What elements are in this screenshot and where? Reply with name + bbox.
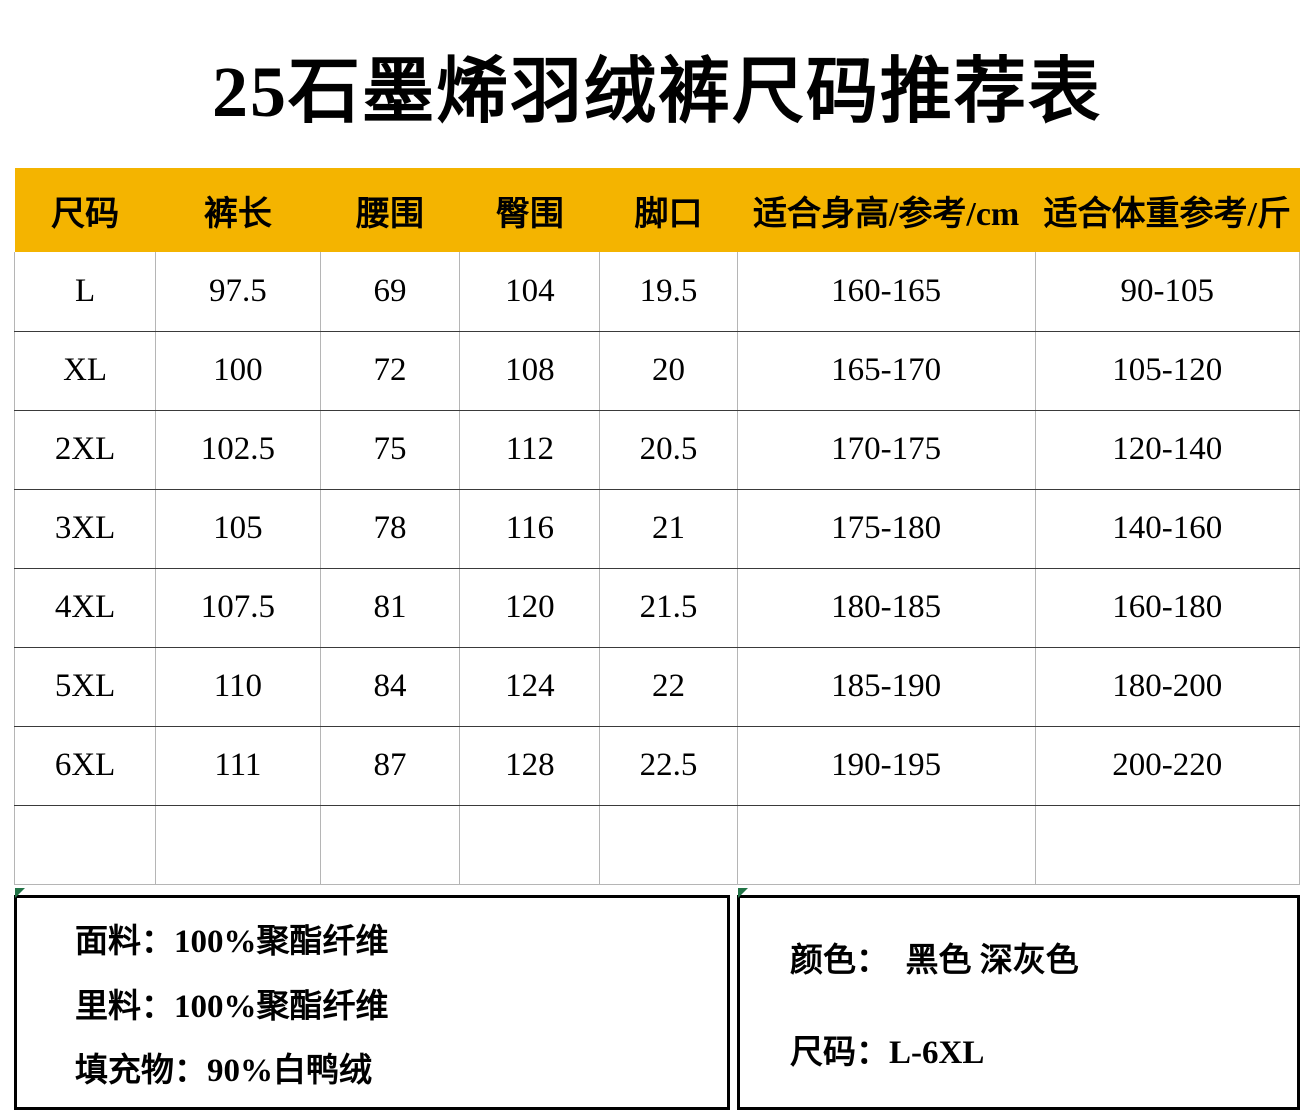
table-row: 3XL 105 78 116 21 175-180 140-160 xyxy=(13,489,1301,569)
table-cell: 78 xyxy=(319,489,460,569)
table-cell: XL xyxy=(13,331,156,411)
table-cell: 3XL xyxy=(13,489,156,569)
table-cell: 120 xyxy=(459,568,600,648)
table-cell: 111 xyxy=(155,726,321,806)
table-cell: 190-195 xyxy=(736,726,1036,806)
header-cell-hip: 臀围 xyxy=(459,168,600,252)
header-cell-waist: 腰围 xyxy=(320,168,460,252)
table-cell: 185-190 xyxy=(736,647,1036,727)
table-cell: 108 xyxy=(459,331,600,411)
header-cell-size: 尺码 xyxy=(14,168,156,252)
table-cell: 128 xyxy=(459,726,600,806)
size-table-body: L 97.5 69 104 19.5 160-165 90-105 XL 100 72 108 20 1… xyxy=(13,252,1301,885)
table-cell xyxy=(13,805,156,885)
header-cell-cuff: 脚口 xyxy=(599,168,738,252)
table-cell: 200-220 xyxy=(1034,726,1301,806)
table-row: 5XL 110 84 124 22 185-190 180-200 xyxy=(13,647,1301,727)
table-cell: 90-105 xyxy=(1034,252,1301,332)
table-row: 6XL 111 87 128 22.5 190-195 200-220 xyxy=(13,726,1301,806)
table-cell: 107.5 xyxy=(155,568,321,648)
materials-box: 面料：100%聚酯纤维 里料：100%聚酯纤维 填充物：90%白鸭绒 xyxy=(14,895,730,1110)
lining-line: 里料：100%聚酯纤维 xyxy=(75,988,389,1025)
table-row xyxy=(13,805,1301,885)
size-range-line: 尺码：L-6XL xyxy=(790,1034,985,1071)
table-cell: 22.5 xyxy=(599,726,738,806)
table-cell: 21.5 xyxy=(599,568,738,648)
table-cell: 124 xyxy=(459,647,600,727)
table-row: 2XL 102.5 75 112 20.5 170-175 120-140 xyxy=(13,410,1301,490)
table-cell: 20.5 xyxy=(599,410,738,490)
size-table: 尺码 裤长 腰围 臀围 脚口 适合身高/参考/cm 适合体重参考/斤 L 97.5… xyxy=(13,168,1301,885)
table-cell: 20 xyxy=(599,331,738,411)
filling-line: 填充物：90%白鸭绒 xyxy=(75,1052,372,1089)
table-cell: 180-200 xyxy=(1034,647,1301,727)
table-cell: 116 xyxy=(459,489,600,569)
table-cell xyxy=(599,805,738,885)
table-row: XL 100 72 108 20 165-170 105-120 xyxy=(13,331,1301,411)
color-line: 颜色： 黑色 深灰色 xyxy=(790,942,1079,979)
cell-flag-icon xyxy=(738,888,748,898)
table-cell: 5XL xyxy=(13,647,156,727)
table-cell: 100 xyxy=(155,331,321,411)
table-cell: 4XL xyxy=(13,568,156,648)
table-cell xyxy=(155,805,321,885)
table-cell: 175-180 xyxy=(736,489,1036,569)
size-table-header: 尺码 裤长 腰围 臀围 脚口 适合身高/参考/cm 适合体重参考/斤 xyxy=(14,168,1300,252)
table-cell: 104 xyxy=(459,252,600,332)
table-cell: 81 xyxy=(319,568,460,648)
table-cell: 110 xyxy=(155,647,321,727)
header-cell-height: 适合身高/参考/cm xyxy=(737,168,1036,252)
table-cell: 69 xyxy=(319,252,460,332)
table-cell: 160-180 xyxy=(1034,568,1301,648)
table-cell: 72 xyxy=(319,331,460,411)
fabric-line: 面料：100%聚酯纤维 xyxy=(75,924,389,961)
table-cell: 21 xyxy=(599,489,738,569)
table-cell xyxy=(459,805,600,885)
header-cell-weight: 适合体重参考/斤 xyxy=(1035,168,1300,252)
table-cell: 19.5 xyxy=(599,252,738,332)
cell-flag-icon xyxy=(15,888,25,898)
table-cell: 180-185 xyxy=(736,568,1036,648)
table-cell: 160-165 xyxy=(736,252,1036,332)
table-cell xyxy=(319,805,460,885)
page-title: 25石墨烯羽绒裤尺码推荐表 xyxy=(211,51,1102,132)
table-cell: 120-140 xyxy=(1034,410,1301,490)
table-row: L 97.5 69 104 19.5 160-165 90-105 xyxy=(13,252,1301,332)
table-cell: 2XL xyxy=(13,410,156,490)
table-cell: 6XL xyxy=(13,726,156,806)
header-cell-length: 裤长 xyxy=(155,168,321,252)
table-cell: 140-160 xyxy=(1034,489,1301,569)
table-cell: 87 xyxy=(319,726,460,806)
table-cell: 170-175 xyxy=(736,410,1036,490)
table-cell: 105 xyxy=(155,489,321,569)
table-cell: 112 xyxy=(459,410,600,490)
table-cell xyxy=(736,805,1036,885)
table-cell: 75 xyxy=(319,410,460,490)
table-cell: 84 xyxy=(319,647,460,727)
table-row: 4XL 107.5 81 120 21.5 180-185 160-180 xyxy=(13,568,1301,648)
table-cell xyxy=(1034,805,1301,885)
table-cell: 165-170 xyxy=(736,331,1036,411)
options-box: 颜色： 黑色 深灰色 尺码：L-6XL xyxy=(737,895,1300,1110)
table-cell: L xyxy=(13,252,156,332)
table-cell: 22 xyxy=(599,647,738,727)
header-row: 尺码 裤长 腰围 臀围 脚口 适合身高/参考/cm 适合体重参考/斤 xyxy=(14,168,1300,252)
table-cell: 97.5 xyxy=(155,252,321,332)
table-cell: 102.5 xyxy=(155,410,321,490)
table-cell: 105-120 xyxy=(1034,331,1301,411)
